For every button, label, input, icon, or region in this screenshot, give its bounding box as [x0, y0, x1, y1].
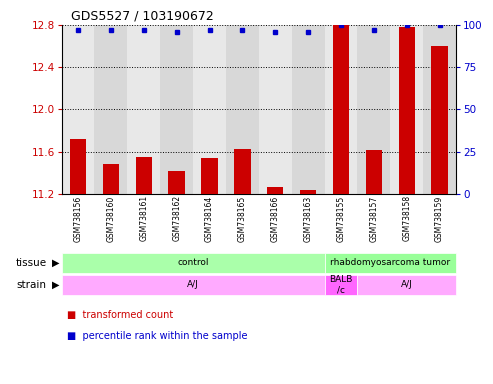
Text: GDS5527 / 103190672: GDS5527 / 103190672: [71, 10, 214, 23]
Bar: [70, 139, 86, 194]
Bar: [267, 187, 283, 194]
Bar: [62, 275, 324, 295]
Text: A/J: A/J: [401, 280, 413, 289]
Bar: [324, 25, 357, 194]
Text: rhabdomyosarcoma tumor: rhabdomyosarcoma tumor: [330, 258, 450, 267]
Bar: [193, 25, 226, 194]
Text: A/J: A/J: [187, 280, 199, 289]
Bar: [324, 253, 456, 273]
Bar: [62, 253, 324, 273]
Bar: [169, 171, 185, 194]
Bar: [431, 46, 448, 194]
Bar: [160, 25, 193, 194]
Bar: [398, 27, 415, 194]
Text: tissue: tissue: [16, 258, 47, 268]
Bar: [62, 25, 95, 194]
Bar: [324, 275, 357, 295]
Bar: [390, 25, 423, 194]
Bar: [333, 25, 349, 194]
Bar: [127, 25, 160, 194]
Bar: [357, 275, 456, 295]
Text: ▶: ▶: [52, 258, 59, 268]
Text: ■  transformed count: ■ transformed count: [67, 310, 173, 320]
Text: control: control: [177, 258, 209, 267]
Bar: [226, 25, 259, 194]
Text: BALB
/c: BALB /c: [329, 275, 352, 294]
Bar: [259, 25, 292, 194]
Bar: [423, 25, 456, 194]
Bar: [95, 25, 127, 194]
Bar: [201, 158, 218, 194]
Bar: [300, 190, 317, 194]
Text: strain: strain: [17, 280, 47, 290]
Bar: [234, 149, 250, 194]
Bar: [292, 25, 324, 194]
Text: ■  percentile rank within the sample: ■ percentile rank within the sample: [67, 331, 247, 341]
Bar: [366, 150, 382, 194]
Bar: [136, 157, 152, 194]
Bar: [357, 25, 390, 194]
Text: ▶: ▶: [52, 280, 59, 290]
Bar: [103, 164, 119, 194]
